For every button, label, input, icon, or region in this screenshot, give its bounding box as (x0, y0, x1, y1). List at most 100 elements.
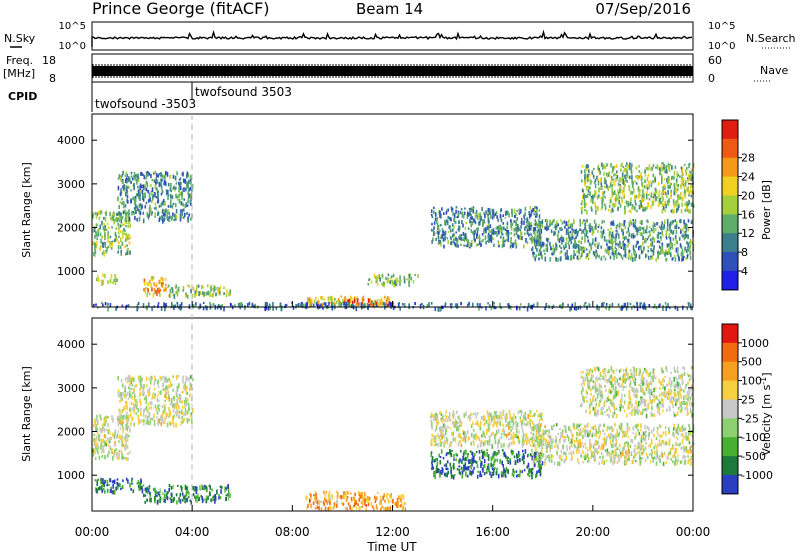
power-echo-cell (172, 212, 174, 217)
power-echo-cell (645, 167, 648, 170)
velocity-echo-cell (141, 377, 143, 380)
power-echo-cell (611, 237, 614, 242)
power-echo-cell (178, 190, 180, 193)
power-echo-cell (164, 306, 166, 312)
power-echo-cell (539, 222, 542, 226)
velocity-echo-cell (440, 413, 443, 416)
velocity-echo-cell (471, 457, 474, 463)
power-echo-cell (493, 213, 495, 218)
power-echo-cell (586, 236, 589, 239)
power-echo-cell (567, 241, 570, 245)
power-echo-cell (178, 306, 180, 310)
power-echo-cell (635, 202, 637, 206)
power-echo-cell (633, 194, 636, 200)
power-echo-cell (104, 228, 106, 231)
power-echo-cell (655, 257, 657, 262)
velocity-echo-cell (387, 492, 389, 496)
velocity-echo-cell (444, 439, 446, 444)
velocity-echo-cell (95, 424, 98, 427)
power-echo-cell (623, 221, 625, 227)
velocity-echo-cell (458, 465, 460, 468)
velocity-echo-cell (538, 466, 541, 471)
power-echo-cell (612, 191, 614, 195)
power-echo-cell (551, 220, 554, 223)
power-echo-cell (644, 306, 646, 310)
power-echo-cell (223, 286, 225, 290)
power-echo-cell (678, 256, 680, 262)
power-echo-cell (585, 167, 588, 171)
velocity-echo-cell (100, 438, 103, 444)
velocity-echo-cell (484, 451, 486, 457)
power-echo-cell (125, 184, 128, 188)
power-echo-cell (686, 241, 688, 245)
velocity-echo-cell (357, 503, 359, 506)
velocity-echo-cell (320, 507, 323, 512)
power-echo-cell (660, 224, 663, 228)
power-echo-cell (617, 206, 619, 211)
power-echo-cell (564, 252, 567, 257)
velocity-echo-cell (109, 488, 112, 493)
velocity-echo-cell (481, 449, 483, 454)
power-echo-cell (202, 306, 205, 311)
power-echo-cell (507, 211, 510, 215)
velocity-echo-cell (493, 416, 496, 421)
velocity-echo-cell (500, 433, 503, 436)
velocity-echo-cell (164, 399, 166, 402)
power-echo-cell (124, 217, 127, 221)
velocity-echo-cell (507, 469, 509, 475)
velocity-echo-cell (447, 425, 449, 429)
power-echo-cell (611, 234, 613, 239)
nave-tick-top: 60 (708, 54, 722, 67)
power-echo-cell (125, 177, 128, 181)
velocity-echo-cell (162, 382, 164, 388)
power-echo-cell (566, 249, 568, 255)
power-echo-cell (655, 189, 658, 194)
velocity-echo-cell (180, 400, 182, 403)
power-echo-cell (170, 215, 173, 221)
power-echo-cell (639, 231, 641, 235)
power-echo-cell (485, 230, 487, 234)
velocity-echo-cell (524, 437, 527, 443)
power-echo-cell (642, 235, 644, 241)
power-echo-cell (637, 176, 639, 181)
power-echo-cell (192, 303, 195, 307)
power-echo-cell (453, 238, 455, 242)
velocity-echo-cell (176, 399, 178, 404)
velocity-echo-cell (114, 441, 116, 446)
velocity-echo-cell (402, 505, 404, 510)
power-echo-cell (380, 297, 383, 303)
velocity-echo-cell (529, 438, 532, 441)
power-echo-cell (674, 234, 677, 240)
power-echo-cell (622, 232, 624, 236)
power-echo-cell (550, 229, 553, 233)
velocity-echo-cell (113, 453, 116, 457)
velocity-echo-cell (393, 502, 396, 506)
power-echo-cell (686, 177, 689, 181)
power-echo-cell (96, 277, 98, 282)
power-echo-cell (632, 235, 635, 239)
power-echo-cell (162, 278, 164, 282)
power-echo-cell (647, 173, 650, 177)
power-echo-cell (631, 179, 633, 185)
power-echo-cell (588, 169, 590, 174)
power-echo-cell (588, 186, 590, 189)
power-echo-cell (168, 211, 170, 215)
velocity-echo-cell (346, 498, 348, 502)
power-echo-cell (603, 190, 606, 194)
power-echo-cell (433, 226, 435, 230)
velocity-echo-cell (221, 485, 223, 489)
power-echo-cell (688, 200, 690, 205)
power-echo-cell (292, 305, 295, 310)
power-echo-cell (580, 240, 582, 245)
power-echo-cell (139, 211, 142, 215)
velocity-echo-cell (184, 397, 187, 401)
power-echo-cell (641, 194, 644, 199)
power-echo-cell (627, 174, 629, 178)
velocity-echo-cell (111, 451, 114, 455)
power-echo-cell (117, 250, 119, 254)
velocity-echo-cell (206, 487, 208, 493)
power-echo-cell (444, 235, 446, 241)
power-echo-cell (470, 228, 473, 233)
power-echo-cell (674, 257, 677, 262)
power-echo-cell (617, 303, 620, 307)
